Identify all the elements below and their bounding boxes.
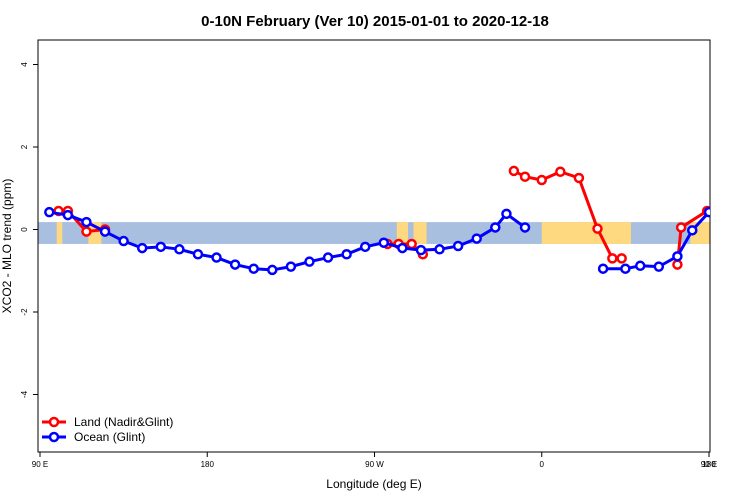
ocean-point-0-0 [44, 206, 55, 218]
land-point-2-2 [536, 174, 547, 186]
land-point-2-7 [616, 253, 627, 264]
land-point-2-5 [592, 223, 603, 234]
ocean-point-0-19 [397, 242, 408, 254]
ocean-point-0-10 [229, 259, 241, 270]
land-point-1-2 [406, 238, 417, 250]
series-layer [44, 165, 750, 276]
ocean-point-1-2 [634, 260, 646, 272]
x-axis-label: Longitude (deg E) [326, 477, 421, 491]
land-point-3-4 [724, 207, 732, 215]
ocean-point-1-5 [687, 225, 698, 236]
ocean-point-0-3 [99, 226, 111, 237]
ocean-point-0-12 [267, 264, 278, 276]
ocean-point-0-17 [359, 241, 371, 253]
land-point-2-1 [519, 171, 531, 182]
land-patch-2 [396, 222, 408, 244]
ocean-point-0-11 [248, 263, 259, 274]
y-tick-label-2: 0 [20, 227, 29, 232]
land-point-2-6 [607, 253, 618, 264]
land-point-2-4 [573, 172, 585, 184]
ocean-point-0-26 [519, 222, 531, 233]
y-tick-label-0: -4 [20, 390, 29, 398]
ocean-point-0-14 [304, 256, 315, 267]
x-tick-label-4: 90 E [701, 460, 717, 469]
ocean-point-1-1 [620, 263, 631, 274]
land-point-0-2 [81, 226, 92, 237]
legend-item-ocean: Ocean (Glint) [42, 430, 145, 444]
land-patch-3 [413, 222, 427, 244]
ocean-point-0-5 [136, 242, 148, 254]
legend-ocean-label: Ocean (Glint) [74, 430, 145, 444]
ocean-point-0-13 [285, 261, 297, 272]
land-point-3-3 [714, 207, 722, 215]
land-series-line-2 [513, 169, 622, 260]
legend-land-label: Land (Nadir&Glint) [74, 415, 173, 429]
legend: Land (Nadir&Glint) Ocean (Glint) [42, 415, 173, 444]
ocean-point-1-3 [653, 261, 665, 272]
ocean-point-0-9 [211, 252, 222, 263]
y-tick-label-4: 4 [20, 62, 29, 67]
ocean-point-0-20 [415, 244, 427, 256]
x-tick-label-1: 180 [201, 460, 215, 469]
ocean-point-0-16 [341, 249, 352, 260]
x-tick-label-2: 90 W [365, 460, 384, 469]
legend-land-marker [48, 416, 60, 428]
ocean-point-0-7 [174, 244, 185, 255]
land-point-2-3 [555, 166, 566, 177]
land-point-3-1 [675, 222, 687, 233]
ocean-point-0-2 [81, 216, 92, 228]
ocean-point-0-15 [322, 252, 334, 263]
ocean-point-0-23 [471, 233, 482, 244]
ocean-point-1-0 [597, 263, 609, 274]
land-patch-4 [541, 222, 631, 244]
chart-title: 0-10N February (Ver 10) 2015-01-01 to 20… [201, 13, 549, 30]
ocean-point-0-24 [490, 222, 501, 233]
land-patch-0 [56, 222, 63, 244]
land-series-line-3 [675, 209, 710, 265]
x-tick-label-5: 180 [702, 460, 716, 469]
land-background [56, 222, 710, 244]
ocean-point-0-1 [62, 209, 74, 221]
land-point-2-0 [508, 165, 520, 177]
ocean-point-0-4 [118, 235, 129, 247]
ocean-point-0-21 [434, 244, 445, 255]
y-tick-label-1: -2 [20, 308, 29, 316]
ocean-point-1-6 [703, 206, 710, 218]
x-tick-label-3: 0 [540, 460, 545, 469]
ocean-point-1-8 [742, 217, 750, 225]
ocean-point-1-4 [672, 251, 683, 262]
land-point-3-0 [672, 259, 683, 270]
ocean-point-0-6 [155, 241, 167, 253]
y-axis-label: XCO2 - MLO trend (ppm) [0, 179, 14, 314]
ocean-point-1-7 [724, 211, 732, 219]
ocean-series-line-1 [603, 210, 710, 271]
ocean-point-0-22 [452, 240, 464, 252]
ocean-point-0-8 [192, 249, 204, 260]
legend-item-land: Land (Nadir&Glint) [42, 415, 173, 429]
y-axis: -4 -2 0 2 4 [20, 62, 38, 398]
x-tick-label-0: 90 E [32, 460, 48, 469]
ocean-point-0-25 [501, 208, 512, 220]
ocean-point-0-18 [378, 237, 390, 248]
y-tick-label-3: 2 [20, 144, 29, 149]
legend-ocean-marker [48, 431, 60, 443]
